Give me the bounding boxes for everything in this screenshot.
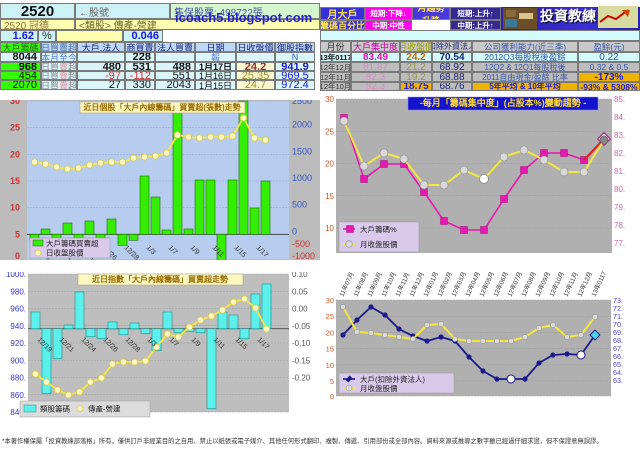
svg-text:1000: 1000 <box>292 173 312 183</box>
svg-text:82.: 82. <box>614 149 625 158</box>
svg-text:5: 5 <box>15 229 20 239</box>
svg-text:900.: 900. <box>10 356 26 365</box>
svg-text:月收盤股價: 月收盤股價 <box>360 383 398 393</box>
svg-text:80.: 80. <box>614 185 625 194</box>
svg-text:940.: 940. <box>10 322 26 331</box>
svg-text:-0.15: -0.15 <box>292 356 311 365</box>
svg-text:0: 0 <box>15 251 20 260</box>
svg-text:30: 30 <box>10 100 20 106</box>
svg-text:20: 20 <box>325 160 334 169</box>
svg-text:960.: 960. <box>10 305 26 314</box>
svg-text:-每月「籌碼集中度」(占股本%)變動趨勢 -: -每月「籌碼集中度」(占股本%)變動趨勢 - <box>420 97 587 108</box>
svg-text:-0.05: -0.05 <box>292 322 311 331</box>
svg-text:1000.: 1000. <box>6 272 26 279</box>
svg-text:25: 25 <box>10 123 20 133</box>
svg-text:大戶(扣除外資法人): 大戶(扣除外資法人) <box>360 374 425 384</box>
svg-text:月收盤股價: 月收盤股價 <box>360 239 398 249</box>
svg-text:-500: -500 <box>292 239 310 249</box>
svg-text:25: 25 <box>325 127 334 136</box>
svg-text:30: 30 <box>325 95 334 104</box>
svg-text:20: 20 <box>326 328 334 337</box>
svg-text:920.: 920. <box>10 339 26 348</box>
svg-text:980.: 980. <box>10 287 26 296</box>
svg-text:大戶籌碼%: 大戶籌碼% <box>360 224 397 234</box>
svg-text:2500: 2500 <box>292 100 312 106</box>
svg-text:15: 15 <box>325 192 334 201</box>
svg-text:0.05: 0.05 <box>292 287 308 296</box>
svg-text:77.: 77. <box>614 239 625 248</box>
svg-text:63.: 63. <box>613 376 623 385</box>
svg-text:傳產-營建: 傳產-營建 <box>88 404 121 414</box>
svg-text:10: 10 <box>326 361 334 370</box>
svg-text:5: 5 <box>330 377 334 386</box>
svg-text:2000: 2000 <box>292 120 312 130</box>
svg-text:81.: 81. <box>614 167 625 176</box>
svg-text:0.00: 0.00 <box>292 305 308 314</box>
svg-text:10: 10 <box>10 203 20 213</box>
svg-text:83.: 83. <box>614 131 625 140</box>
svg-text:880.: 880. <box>10 374 26 383</box>
svg-text:近日指數「大戶內線籌碼」買賣超走勢: 近日指數「大戶內線籌碼」買賣超走勢 <box>92 274 228 284</box>
svg-text:0: 0 <box>330 392 334 401</box>
svg-text:84.: 84. <box>614 113 625 122</box>
svg-text:860.: 860. <box>10 391 26 400</box>
svg-text:78.: 78. <box>614 221 625 230</box>
svg-text:0: 0 <box>292 226 297 236</box>
svg-text:20: 20 <box>10 149 20 159</box>
svg-text:-0.20: -0.20 <box>292 374 311 383</box>
svg-text:15: 15 <box>326 345 334 354</box>
svg-text:15: 15 <box>10 176 20 186</box>
svg-text:大戶籌碼買賣超: 大戶籌碼買賣超 <box>46 238 99 248</box>
svg-text:-1000: -1000 <box>292 251 315 260</box>
svg-text:30: 30 <box>326 296 334 305</box>
svg-text:500: 500 <box>292 200 307 210</box>
svg-text:10: 10 <box>325 224 334 233</box>
svg-text:日收盤股價: 日收盤股價 <box>46 248 84 258</box>
svg-text:近日個股「大戶內線籌碼」買賣超(張數)走勢: 近日個股「大戶內線籌碼」買賣超(張數)走勢 <box>83 102 240 112</box>
svg-text:85.: 85. <box>614 95 625 104</box>
svg-text:25: 25 <box>326 312 334 321</box>
svg-text:0.10: 0.10 <box>292 272 308 279</box>
svg-text:-0.10: -0.10 <box>292 339 311 348</box>
svg-text:79.: 79. <box>614 203 625 212</box>
svg-text:類股籌碼: 類股籌碼 <box>40 404 70 414</box>
svg-text:1500: 1500 <box>292 146 312 156</box>
